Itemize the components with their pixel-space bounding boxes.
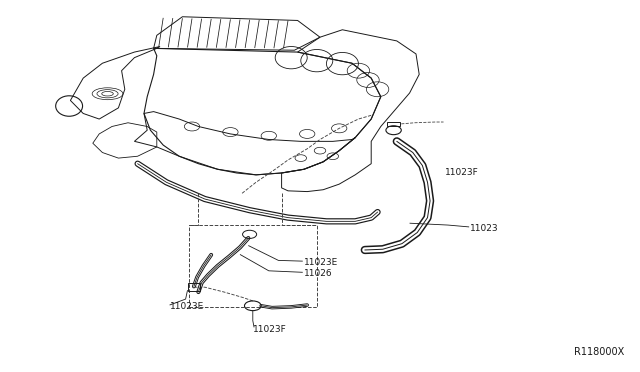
Text: 11023: 11023	[470, 224, 499, 233]
Bar	[387, 122, 400, 126]
Text: 11023E: 11023E	[304, 258, 339, 267]
Bar	[188, 283, 200, 291]
Text: 11023F: 11023F	[445, 169, 479, 177]
Text: R118000X: R118000X	[573, 347, 624, 357]
Text: 11023F: 11023F	[253, 325, 287, 334]
Text: 11023E: 11023E	[170, 302, 204, 311]
Text: 11026: 11026	[304, 269, 333, 278]
